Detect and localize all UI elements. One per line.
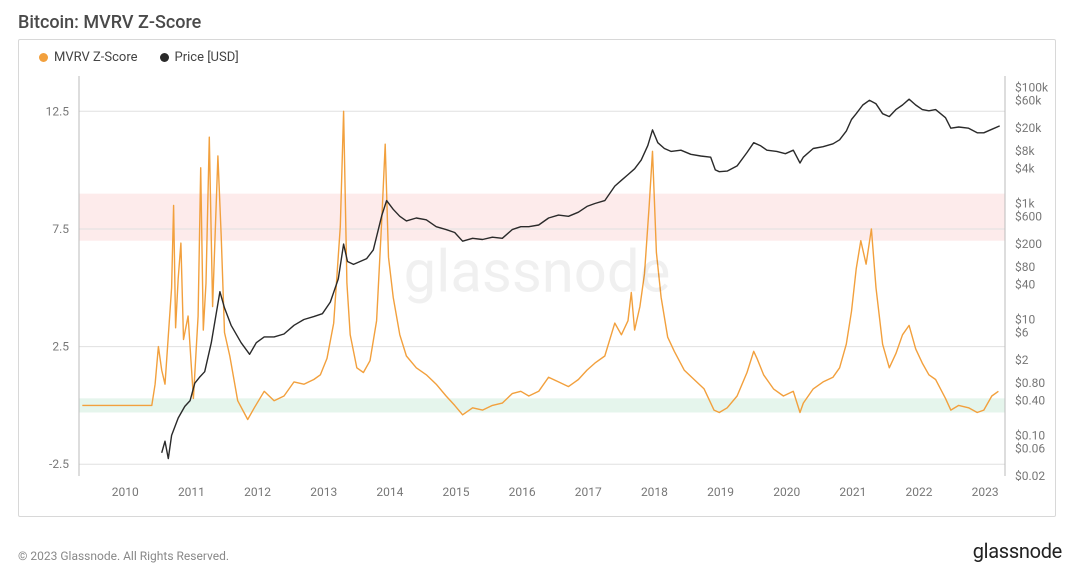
chart-svg: -2.5 2.5 7.5 12.5 $0.02 $0.06$0.10 $0.40 $0.80 $… [19, 40, 1055, 516]
svg-text:2011: 2011 [178, 485, 205, 499]
svg-text:2010: 2010 [112, 485, 139, 499]
copyright: © 2023 Glassnode. All Rights Reserved. [18, 549, 229, 563]
svg-text:$10: $10 [1015, 312, 1035, 326]
svg-text:7.5: 7.5 [52, 222, 69, 236]
chart-container: MVRV Z-Score Price [USD] glassnode -2.52… [18, 39, 1056, 517]
svg-text:2014: 2014 [376, 485, 403, 499]
svg-text:$2: $2 [1015, 353, 1029, 367]
svg-text:$60k: $60k [1015, 93, 1042, 107]
svg-text:$0.06: $0.06 [1015, 441, 1045, 455]
svg-text:2017: 2017 [575, 485, 602, 499]
svg-text:$20k: $20k [1015, 121, 1042, 135]
svg-text:2015: 2015 [443, 485, 470, 499]
svg-text:$0.40: $0.40 [1015, 394, 1045, 408]
svg-text:$6: $6 [1015, 325, 1029, 339]
svg-text:2020: 2020 [773, 485, 800, 499]
legend-item-zscore: MVRV Z-Score [39, 50, 138, 65]
svg-text:12.5: 12.5 [46, 104, 70, 118]
svg-text:$100k: $100k [1015, 81, 1049, 95]
svg-text:$40: $40 [1015, 278, 1035, 292]
svg-text:$200: $200 [1015, 237, 1042, 251]
svg-text:2.5: 2.5 [52, 340, 69, 354]
legend-item-price: Price [USD] [160, 50, 239, 65]
svg-text:$600: $600 [1015, 209, 1042, 223]
svg-text:$80: $80 [1015, 260, 1035, 274]
svg-text:$4k: $4k [1015, 162, 1035, 176]
svg-text:2021: 2021 [839, 485, 866, 499]
svg-text:2016: 2016 [509, 485, 536, 499]
legend-dot-zscore [39, 53, 48, 62]
svg-text:2019: 2019 [707, 485, 734, 499]
svg-text:2023: 2023 [972, 485, 999, 499]
chart-title: Bitcoin: MVRV Z-Score [18, 12, 1062, 33]
svg-text:2013: 2013 [310, 485, 337, 499]
legend-label-zscore: MVRV Z-Score [54, 50, 138, 65]
svg-text:$0.02: $0.02 [1015, 469, 1045, 483]
svg-text:2022: 2022 [906, 485, 933, 499]
svg-text:$8k: $8k [1015, 144, 1035, 158]
legend-dot-price [160, 53, 169, 62]
legend: MVRV Z-Score Price [USD] [39, 50, 239, 65]
svg-text:-2.5: -2.5 [49, 457, 69, 471]
svg-text:$1k: $1k [1015, 197, 1035, 211]
svg-text:2018: 2018 [641, 485, 668, 499]
svg-text:$0.10: $0.10 [1015, 428, 1045, 442]
svg-text:2012: 2012 [244, 485, 271, 499]
legend-label-price: Price [USD] [175, 50, 239, 65]
svg-text:$0.80: $0.80 [1015, 376, 1045, 390]
brand-logo: glassnode [973, 539, 1062, 563]
